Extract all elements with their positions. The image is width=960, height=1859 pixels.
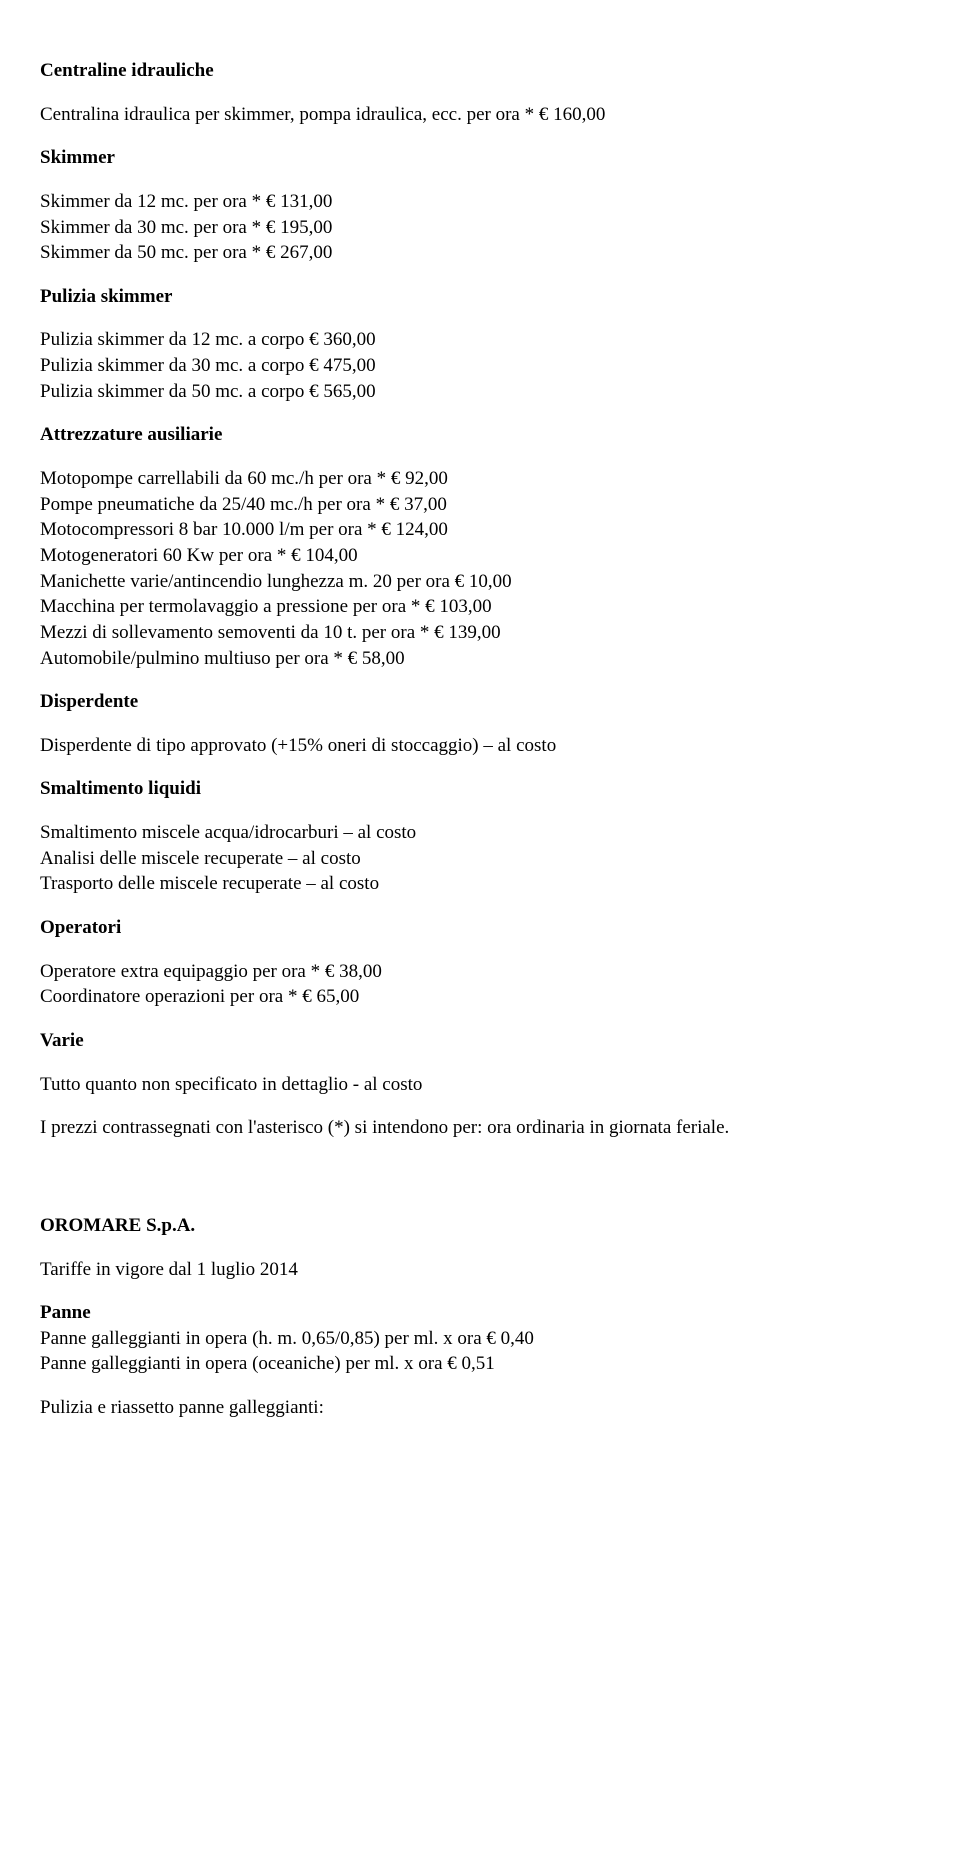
heading-centraline: Centraline idrauliche [40,58,920,84]
skimmer-line-2: Skimmer da 30 mc. per ora * € 195,00 [40,215,920,241]
heading-skimmer: Skimmer [40,145,920,171]
attrezzature-line-2: Pompe pneumatiche da 25/40 mc./h per ora… [40,492,920,518]
attrezzature-line-5: Manichette varie/antincendio lunghezza m… [40,569,920,595]
footnote-block: I prezzi contrassegnati con l'asterisco … [40,1115,920,1141]
skimmer-line-1: Skimmer da 12 mc. per ora * € 131,00 [40,189,920,215]
panne-block: Panne Panne galleggianti in opera (h. m.… [40,1300,920,1377]
panne-line-1: Panne galleggianti in opera (h. m. 0,65/… [40,1326,920,1352]
centraline-block: Centralina idraulica per skimmer, pompa … [40,102,920,128]
panne-line-2: Panne galleggianti in opera (oceaniche) … [40,1351,920,1377]
oromare-tariff-line: Tariffe in vigore dal 1 luglio 2014 [40,1257,920,1283]
heading-disperdente: Disperdente [40,689,920,715]
pulizia-riassetto-block: Pulizia e riassetto panne galleggianti: [40,1395,920,1421]
attrezzature-block: Motopompe carrellabili da 60 mc./h per o… [40,466,920,671]
heading-panne: Panne [40,1300,920,1326]
oromare-tariff-block: Tariffe in vigore dal 1 luglio 2014 [40,1257,920,1283]
disperdente-line-1: Disperdente di tipo approvato (+15% oner… [40,733,920,759]
varie-block: Tutto quanto non specificato in dettagli… [40,1072,920,1098]
centraline-line-1: Centralina idraulica per skimmer, pompa … [40,102,920,128]
attrezzature-line-7: Mezzi di sollevamento semoventi da 10 t.… [40,620,920,646]
pulizia-riassetto-line-1: Pulizia e riassetto panne galleggianti: [40,1395,920,1421]
smaltimento-line-1: Smaltimento miscele acqua/idrocarburi – … [40,820,920,846]
skimmer-block: Skimmer da 12 mc. per ora * € 131,00 Ski… [40,189,920,266]
attrezzature-line-6: Macchina per termolavaggio a pressione p… [40,594,920,620]
heading-operatori: Operatori [40,915,920,941]
disperdente-block: Disperdente di tipo approvato (+15% oner… [40,733,920,759]
pulizia-line-3: Pulizia skimmer da 50 mc. a corpo € 565,… [40,379,920,405]
skimmer-line-3: Skimmer da 50 mc. per ora * € 267,00 [40,240,920,266]
operatori-block: Operatore extra equipaggio per ora * € 3… [40,959,920,1010]
pulizia-block: Pulizia skimmer da 12 mc. a corpo € 360,… [40,327,920,404]
pulizia-line-2: Pulizia skimmer da 30 mc. a corpo € 475,… [40,353,920,379]
attrezzature-line-4: Motogeneratori 60 Kw per ora * € 104,00 [40,543,920,569]
pulizia-line-1: Pulizia skimmer da 12 mc. a corpo € 360,… [40,327,920,353]
varie-line-1: Tutto quanto non specificato in dettagli… [40,1072,920,1098]
operatori-line-2: Coordinatore operazioni per ora * € 65,0… [40,984,920,1010]
operatori-line-1: Operatore extra equipaggio per ora * € 3… [40,959,920,985]
smaltimento-line-3: Trasporto delle miscele recuperate – al … [40,871,920,897]
footnote-line-1: I prezzi contrassegnati con l'asterisco … [40,1115,920,1141]
attrezzature-line-3: Motocompressori 8 bar 10.000 l/m per ora… [40,517,920,543]
section-spacer [40,1159,920,1195]
heading-attrezzature: Attrezzature ausiliarie [40,422,920,448]
heading-pulizia-skimmer: Pulizia skimmer [40,284,920,310]
heading-smaltimento: Smaltimento liquidi [40,776,920,802]
heading-oromare: OROMARE S.p.A. [40,1213,920,1239]
smaltimento-line-2: Analisi delle miscele recuperate – al co… [40,846,920,872]
smaltimento-block: Smaltimento miscele acqua/idrocarburi – … [40,820,920,897]
heading-varie: Varie [40,1028,920,1054]
attrezzature-line-1: Motopompe carrellabili da 60 mc./h per o… [40,466,920,492]
attrezzature-line-8: Automobile/pulmino multiuso per ora * € … [40,646,920,672]
